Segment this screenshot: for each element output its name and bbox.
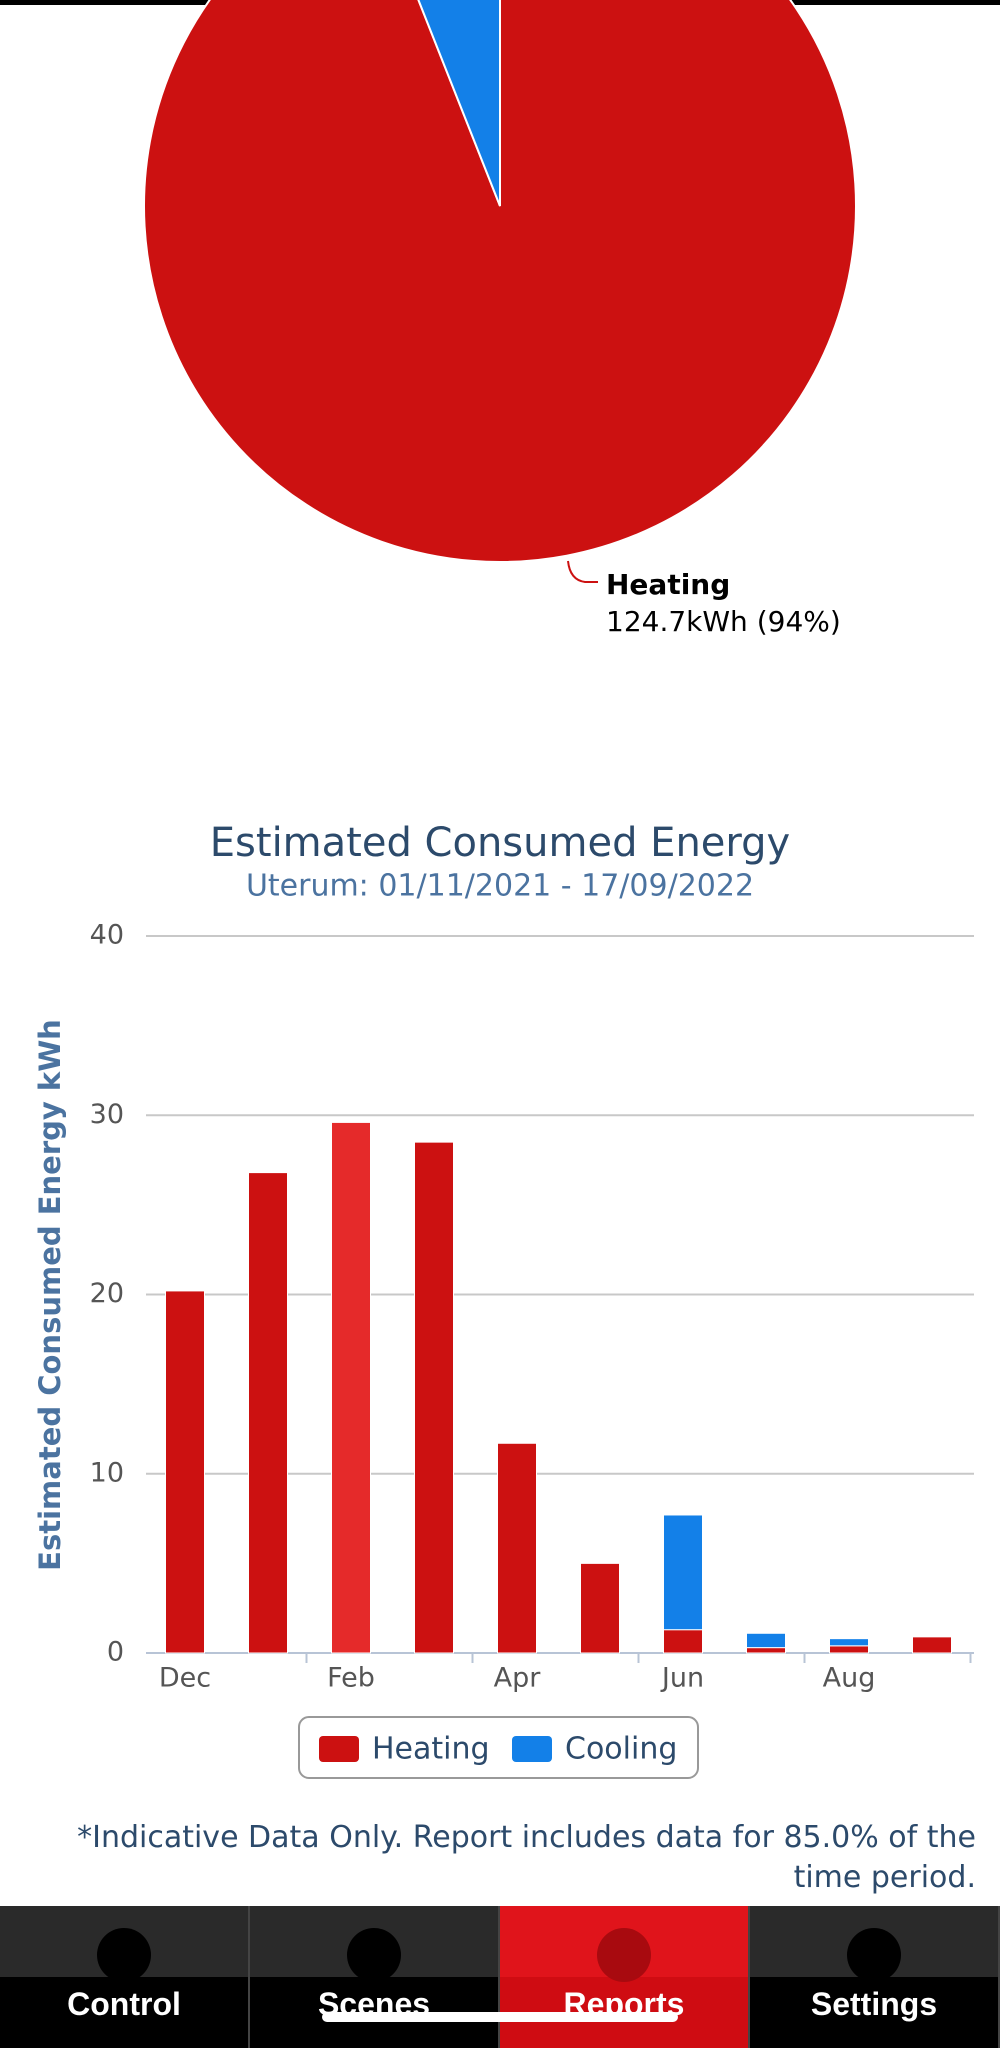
bar-segment	[414, 1141, 454, 1654]
tab-icon	[347, 1928, 401, 1982]
bar-segment	[912, 1636, 952, 1654]
tab-bar: Control Scenes Reports Settings	[0, 1906, 1000, 2048]
y-tick-label: 20	[90, 1278, 124, 1309]
bar-segment	[663, 1514, 703, 1631]
pie-value-label: 124.7kWh (94%)	[606, 605, 841, 638]
tab-label: Control	[67, 1986, 181, 2022]
y-tick-label: 30	[90, 1099, 124, 1130]
legend-label: Cooling	[565, 1732, 677, 1767]
bar-segment	[331, 1121, 371, 1654]
nav-tab[interactable]: Settings	[750, 1906, 1000, 2048]
tab-icon	[597, 1928, 651, 1982]
legend-label: Heating	[372, 1732, 490, 1767]
home-indicator	[322, 2012, 678, 2022]
bar-segment	[663, 1629, 703, 1654]
x-tick-label: Feb	[327, 1663, 375, 1694]
pie-slice	[417, 0, 501, 207]
bar-segment	[829, 1645, 869, 1654]
tab-icon	[847, 1928, 901, 1982]
y-tick-label: 10	[90, 1457, 124, 1488]
footnote: *Indicative Data Only. Report includes d…	[77, 1820, 976, 1895]
charts: Heating 124.7kWh (94%) Estimated Consumed …	[0, 0, 1000, 1779]
pie-slice	[143, 0, 857, 563]
tab-icon	[97, 1928, 151, 1982]
bar-segment	[165, 1290, 205, 1654]
pie-label: Heating	[606, 568, 730, 601]
chart-subtitle: Uterum: 01/11/2021 - 17/09/2022	[246, 869, 754, 904]
legend-swatch	[512, 1736, 552, 1762]
nav-tab[interactable]: Control	[0, 1906, 250, 2048]
x-tick-label: Apr	[494, 1663, 542, 1694]
nav-tab[interactable]: Scenes	[250, 1906, 500, 2048]
nav-tab[interactable]: Reports	[500, 1906, 750, 2048]
label-leader	[567, 560, 598, 583]
chart-title: Estimated Consumed Energy	[210, 820, 790, 866]
bar-segment	[746, 1632, 786, 1649]
bar-segment	[746, 1647, 786, 1654]
legend-swatch	[319, 1736, 359, 1762]
bar-segment	[497, 1442, 537, 1654]
y-tick-label: 0	[107, 1637, 124, 1668]
tab-label: Settings	[810, 1986, 938, 2022]
y-axis-label: Estimated Consumed Energy kWh	[33, 1019, 67, 1571]
legend-box	[298, 1716, 699, 1779]
y-tick-label: 40	[90, 920, 124, 951]
bar-segment	[248, 1172, 288, 1654]
x-tick-label: Jun	[660, 1663, 704, 1694]
x-tick-label: Dec	[159, 1663, 211, 1694]
bar-segment	[580, 1562, 620, 1654]
x-tick-label: Aug	[823, 1663, 876, 1694]
bar-segment	[829, 1638, 869, 1647]
